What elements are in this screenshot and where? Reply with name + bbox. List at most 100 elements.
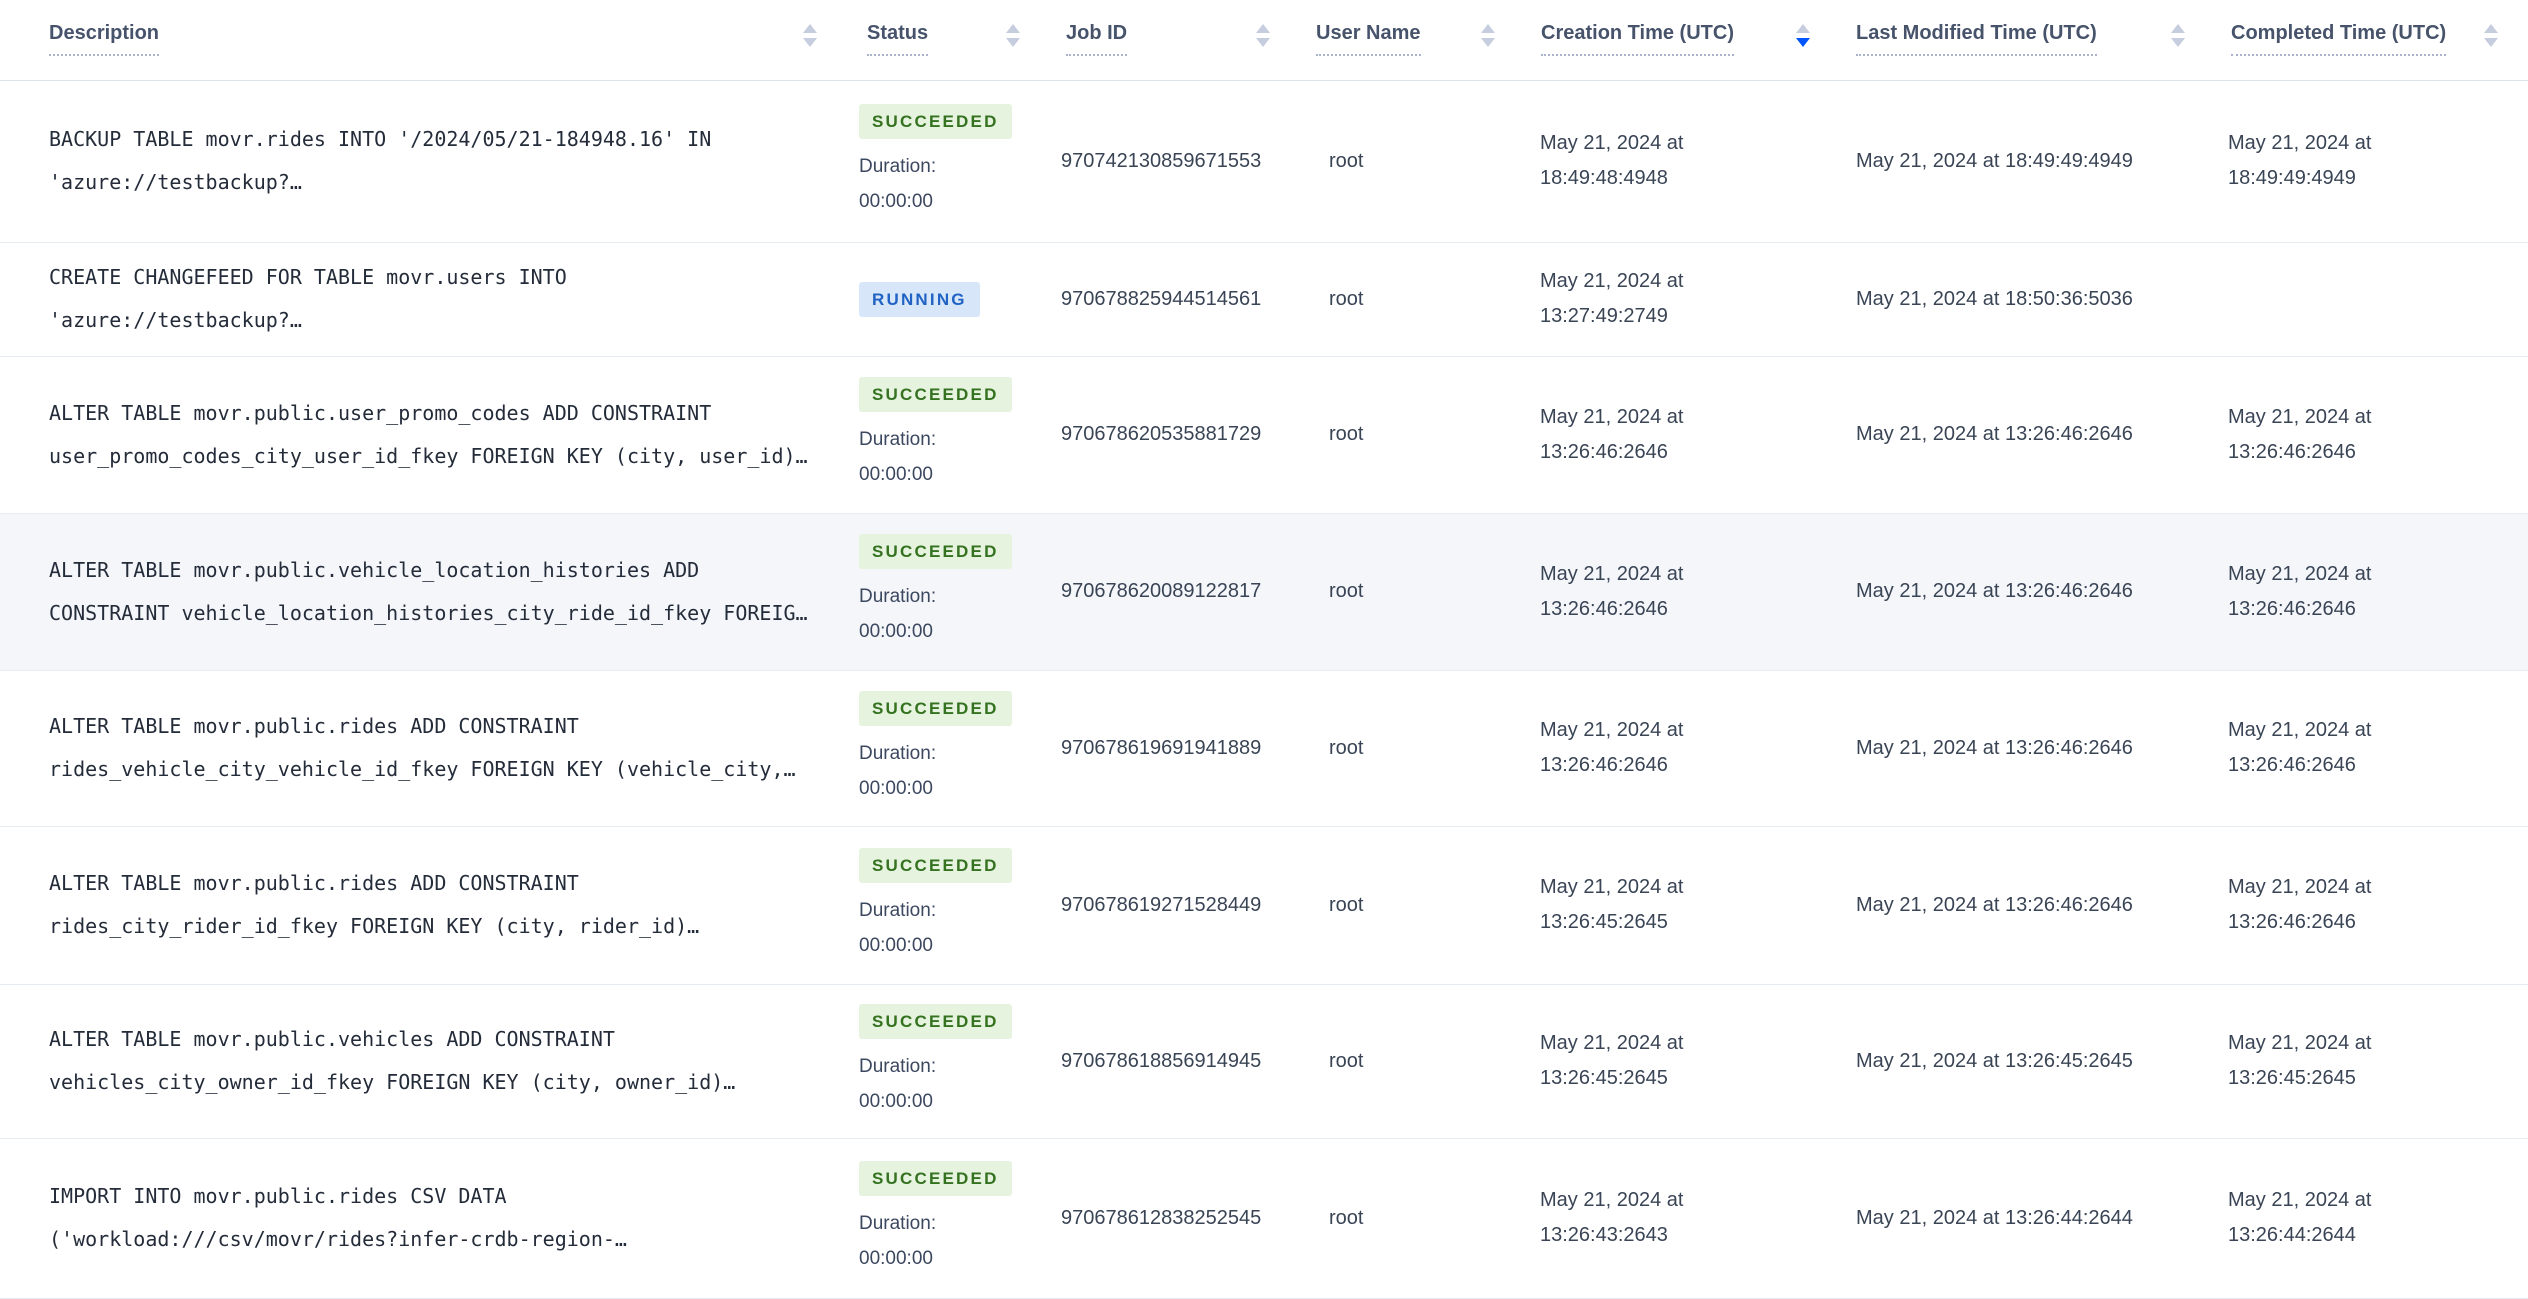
last-modified-time: May 21, 2024 at 18:50:36:5036 bbox=[1856, 287, 2133, 310]
sort-down-icon bbox=[1796, 37, 1810, 47]
creation-time-cell: May 21, 2024 at 13:26:43:2643 bbox=[1525, 1138, 1840, 1298]
user-name: root bbox=[1329, 149, 1364, 172]
last-modified-time: May 21, 2024 at 13:26:46:2646 bbox=[1856, 580, 2133, 602]
duration-label: Duration: bbox=[859, 899, 937, 921]
job-status-cell: SUCCEEDED Duration: 00:00:00 bbox=[851, 1138, 1050, 1298]
completed-time: May 21, 2024 at 18:49:49:4949 bbox=[2228, 132, 2372, 189]
job-duration: Duration: 00:00:00 bbox=[859, 149, 1040, 219]
creation-time-cell: May 21, 2024 at 18:49:48:4948 bbox=[1525, 80, 1840, 242]
job-id: 970742130859671553 bbox=[1061, 149, 1262, 172]
duration-value: 00:00:00 bbox=[859, 621, 933, 642]
duration-value: 00:00:00 bbox=[859, 464, 933, 485]
status-badge: SUCCEEDED bbox=[859, 534, 1012, 569]
column-label: Last Modified Time (UTC) bbox=[1856, 22, 2097, 56]
job-status-cell: SUCCEEDED Duration: 00:00:00 bbox=[851, 513, 1050, 670]
job-description: ALTER TABLE movr.public.vehicle_location… bbox=[49, 557, 808, 625]
status-badge: SUCCEEDED bbox=[859, 1160, 1012, 1196]
completed-time-cell: May 21, 2024 at 13:26:46:2646 bbox=[2215, 513, 2528, 670]
job-description: BACKUP TABLE movr.rides INTO '/2024/05/2… bbox=[49, 127, 712, 194]
column-label: Job ID bbox=[1066, 22, 1128, 56]
table-row: ALTER TABLE movr.public.vehicle_location… bbox=[0, 513, 2528, 670]
creation-time: May 21, 2024 at 13:26:46:2646 bbox=[1540, 562, 1684, 620]
duration-label: Duration: bbox=[859, 429, 937, 450]
sort-icons bbox=[803, 23, 817, 47]
column-header-status[interactable]: Status bbox=[851, 0, 1050, 81]
completed-time: May 21, 2024 at 13:26:45:2645 bbox=[2228, 1032, 2372, 1089]
completed-time: May 21, 2024 at 13:26:44:2644 bbox=[2228, 1189, 2372, 1246]
column-header-creation-time[interactable]: Creation Time (UTC) bbox=[1525, 0, 1840, 81]
sort-up-icon bbox=[1481, 23, 1495, 33]
job-description: ALTER TABLE movr.public.rides ADD CONSTR… bbox=[49, 871, 700, 938]
column-label: Creation Time (UTC) bbox=[1541, 22, 1734, 56]
creation-time-cell: May 21, 2024 at 13:26:46:2646 bbox=[1525, 513, 1840, 670]
sort-icons bbox=[1006, 23, 1020, 47]
job-id: 970678618856914945 bbox=[1061, 1049, 1262, 1072]
job-duration: Duration: 00:00:00 bbox=[859, 1049, 1040, 1119]
job-status-cell: SUCCEEDED Duration: 00:00:00 bbox=[851, 826, 1050, 984]
header-row: Description Status Job ID User Name bbox=[0, 0, 2528, 81]
job-description: IMPORT INTO movr.public.rides CSV DATA (… bbox=[49, 1184, 627, 1251]
completed-time: May 21, 2024 at 13:26:46:2646 bbox=[2228, 876, 2372, 933]
job-status-cell: SUCCEEDED Duration: 00:00:00 bbox=[851, 356, 1050, 513]
column-header-user-name[interactable]: User Name bbox=[1300, 0, 1525, 81]
table-row: ALTER TABLE movr.public.rides ADD CONSTR… bbox=[0, 826, 2528, 984]
duration-value: 00:00:00 bbox=[859, 934, 933, 956]
creation-time: May 21, 2024 at 18:49:48:4948 bbox=[1540, 132, 1684, 189]
last-modified-time: May 21, 2024 at 13:26:46:2646 bbox=[1856, 893, 2133, 916]
last-modified-time: May 21, 2024 at 13:26:44:2644 bbox=[1856, 1206, 2133, 1229]
sort-up-icon bbox=[803, 23, 817, 33]
duration-value: 00:00:00 bbox=[859, 190, 933, 212]
sort-icons bbox=[2171, 23, 2185, 47]
table-row: CREATE CHANGEFEED FOR TABLE movr.users I… bbox=[0, 242, 2528, 356]
job-duration: Duration: 00:00:00 bbox=[859, 893, 1040, 963]
completed-time: May 21, 2024 at 13:26:46:2646 bbox=[2228, 719, 2372, 776]
sort-icons bbox=[2484, 23, 2498, 47]
sort-up-icon bbox=[2171, 23, 2185, 33]
completed-time-cell: May 21, 2024 at 13:26:46:2646 bbox=[2215, 670, 2528, 826]
job-duration: Duration: 00:00:00 bbox=[859, 1206, 1040, 1276]
table-row: ALTER TABLE movr.public.vehicles ADD CON… bbox=[0, 984, 2528, 1138]
column-header-description[interactable]: Description bbox=[0, 0, 851, 81]
completed-time: May 21, 2024 at 13:26:46:2646 bbox=[2228, 562, 2372, 620]
completed-time: May 21, 2024 at 13:26:46:2646 bbox=[2228, 405, 2372, 463]
last-modified-time: May 21, 2024 at 13:26:46:2646 bbox=[1856, 423, 2133, 445]
job-id: 970678620089122817 bbox=[1061, 580, 1262, 602]
sort-down-icon bbox=[1256, 37, 1270, 47]
user-name: root bbox=[1329, 1206, 1364, 1229]
last-modified-time: May 21, 2024 at 13:26:45:2645 bbox=[1856, 1049, 2133, 1072]
creation-time-cell: May 21, 2024 at 13:27:49:2749 bbox=[1525, 242, 1840, 356]
table-row: ALTER TABLE movr.public.rides ADD CONSTR… bbox=[0, 670, 2528, 826]
last-modified-time: May 21, 2024 at 18:49:49:4949 bbox=[1856, 149, 2133, 172]
user-name: root bbox=[1329, 287, 1364, 310]
last-modified-time: May 21, 2024 at 13:26:46:2646 bbox=[1856, 736, 2133, 759]
creation-time: May 21, 2024 at 13:26:46:2646 bbox=[1540, 405, 1684, 463]
table-row: BACKUP TABLE movr.rides INTO '/2024/05/2… bbox=[0, 80, 2528, 242]
job-duration: Duration: 00:00:00 bbox=[859, 422, 1040, 492]
creation-time: May 21, 2024 at 13:26:46:2646 bbox=[1540, 719, 1684, 776]
completed-time-cell: May 21, 2024 at 13:26:46:2646 bbox=[2215, 826, 2528, 984]
sort-down-icon bbox=[1481, 37, 1495, 47]
duration-value: 00:00:00 bbox=[859, 1247, 933, 1269]
column-label: Status bbox=[867, 22, 929, 56]
status-badge: RUNNING bbox=[859, 281, 980, 317]
sort-up-icon bbox=[1796, 23, 1810, 33]
job-id: 970678825944514561 bbox=[1061, 287, 1262, 310]
status-badge: SUCCEEDED bbox=[859, 103, 1012, 139]
duration-value: 00:00:00 bbox=[859, 1090, 933, 1112]
job-status-cell: SUCCEEDED Duration: 00:00:00 bbox=[851, 670, 1050, 826]
column-header-completed-time[interactable]: Completed Time (UTC) bbox=[2215, 0, 2528, 81]
user-name: root bbox=[1329, 736, 1364, 759]
column-label: Completed Time (UTC) bbox=[2231, 22, 2447, 56]
creation-time-cell: May 21, 2024 at 13:26:45:2645 bbox=[1525, 984, 1840, 1138]
job-description: ALTER TABLE movr.public.user_promo_codes… bbox=[49, 400, 808, 468]
column-header-last-modified-time[interactable]: Last Modified Time (UTC) bbox=[1840, 0, 2215, 81]
sort-down-icon bbox=[2484, 37, 2498, 47]
table-row: IMPORT INTO movr.public.rides CSV DATA (… bbox=[0, 1138, 2528, 1298]
job-description: ALTER TABLE movr.public.rides ADD CONSTR… bbox=[49, 714, 796, 781]
column-label: User Name bbox=[1316, 22, 1421, 56]
completed-time-cell: May 21, 2024 at 13:26:45:2645 bbox=[2215, 984, 2528, 1138]
sort-icons bbox=[1796, 23, 1810, 47]
column-header-job-id[interactable]: Job ID bbox=[1050, 0, 1300, 81]
job-description: ALTER TABLE movr.public.vehicles ADD CON… bbox=[49, 1027, 736, 1094]
duration-label: Duration: bbox=[859, 742, 937, 764]
